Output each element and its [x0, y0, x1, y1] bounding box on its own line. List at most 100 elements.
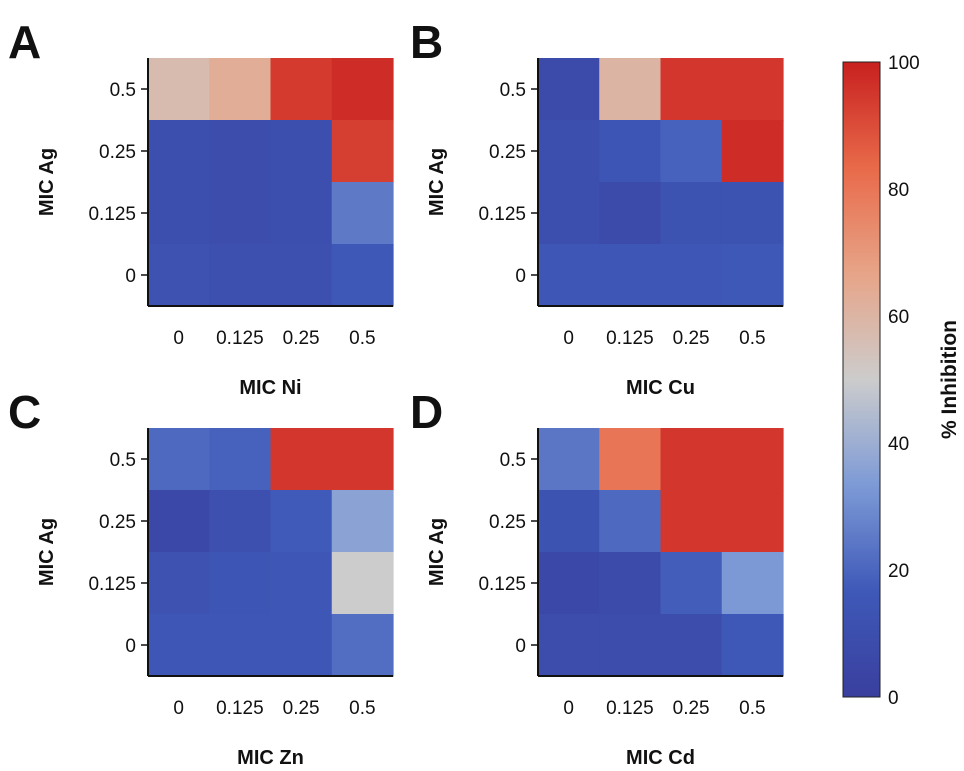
x-tick-label: 0.5: [349, 698, 375, 719]
x-axis-title: MIC Zn: [237, 747, 304, 769]
heatmap-cell: [721, 428, 784, 491]
heatmap-cell: [599, 490, 662, 553]
heatmap-cell: [209, 614, 272, 677]
heatmap-cell: [660, 552, 723, 615]
heatmap-cell: [599, 120, 662, 183]
heatmap-cell: [209, 58, 272, 121]
heatmap-cell: [270, 244, 333, 307]
x-tick-label: 0.125: [216, 698, 264, 719]
heatmap-cell: [331, 428, 394, 491]
heatmap-cell: [721, 614, 784, 677]
y-tick-label: 0: [515, 636, 526, 657]
y-tick-label: 0.25: [99, 142, 136, 163]
colorbar: 0 20 40 60 80 100 % Inhibition: [842, 53, 961, 709]
heatmap-cell: [538, 490, 600, 553]
y-tick-label: 0.25: [489, 142, 526, 163]
heatmap-cell: [209, 552, 272, 615]
y-tick-label: 0.125: [88, 574, 136, 595]
heatmap-panel-a: A 0.5 0.25 0.125 0 0 0.125 0.25 0.5 MIC Ni MIC Ag: [8, 16, 394, 399]
y-tick-label: 0.25: [99, 512, 136, 533]
y-tick-label: 0: [515, 266, 526, 287]
y-tick-label: 0.125: [88, 204, 136, 225]
heatmap-cell: [721, 490, 784, 553]
y-tick-label: 0.5: [110, 450, 136, 471]
x-tick-label: 0.5: [739, 698, 765, 719]
heatmap-cell: [148, 58, 210, 121]
heatmap-cell: [538, 58, 600, 121]
x-axis-title: MIC Cd: [626, 747, 695, 769]
heatmap-cell: [599, 182, 662, 245]
heatmap-cell: [721, 58, 784, 121]
heatmap-cell: [209, 490, 272, 553]
heatmap-cell: [660, 120, 723, 183]
colorbar-tick-label: 40: [888, 434, 909, 455]
x-tick-label: 0.25: [283, 328, 320, 349]
y-axis-title: MIC Ag: [426, 518, 448, 586]
x-tick-label: 0.125: [606, 698, 654, 719]
heatmap-cell: [331, 120, 394, 183]
y-tick-label: 0.5: [500, 450, 526, 471]
heatmap-cell: [331, 490, 394, 553]
heatmap-cell: [538, 428, 600, 491]
x-tick-label: 0: [563, 698, 574, 719]
heatmap-cell: [331, 182, 394, 245]
heatmap-cell: [721, 552, 784, 615]
x-tick-label: 0.25: [673, 328, 710, 349]
colorbar-tick-label: 20: [888, 561, 909, 582]
heatmap-cell: [538, 614, 600, 677]
heatmap-cell: [331, 58, 394, 121]
heatmap-cell: [148, 490, 210, 553]
heatmap-cell: [660, 182, 723, 245]
y-tick-label: 0.5: [110, 80, 136, 101]
heatmap-cell: [538, 552, 600, 615]
colorbar-gradient: [842, 61, 881, 698]
colorbar-title: % Inhibition: [938, 320, 961, 439]
x-tick-label: 0.25: [283, 698, 320, 719]
heatmap-cell: [721, 120, 784, 183]
heatmap-cell: [599, 244, 662, 307]
y-tick-label: 0: [125, 636, 136, 657]
heatmap-cell: [599, 614, 662, 677]
heatmap-cell: [270, 58, 333, 121]
x-axis-title: MIC Ni: [239, 377, 301, 399]
x-tick-label: 0.125: [216, 328, 264, 349]
heatmap-cell: [270, 120, 333, 183]
x-tick-label: 0: [173, 328, 184, 349]
heatmap-cell: [148, 120, 210, 183]
x-tick-label: 0: [563, 328, 574, 349]
y-tick-label: 0.25: [489, 512, 526, 533]
heatmap-cell: [148, 244, 210, 307]
heatmap-cell: [270, 182, 333, 245]
heatmap-cell: [331, 244, 394, 307]
x-tick-label: 0: [173, 698, 184, 719]
x-tick-label: 0.125: [606, 328, 654, 349]
heatmap-cell: [270, 490, 333, 553]
heatmap-cell: [148, 552, 210, 615]
heatmap-cell: [660, 428, 723, 491]
heatmap-cell: [721, 182, 784, 245]
heatmap-cell: [660, 58, 723, 121]
y-axis-title: MIC Ag: [36, 148, 58, 216]
heatmap-cell: [599, 552, 662, 615]
heatmap-cell: [331, 552, 394, 615]
y-axis-title: MIC Ag: [426, 148, 448, 216]
colorbar-tick-label: 60: [888, 307, 909, 328]
x-tick-label: 0.5: [739, 328, 765, 349]
panel-letter: A: [8, 16, 41, 68]
heatmap-cell: [331, 614, 394, 677]
heatmap-cell: [209, 182, 272, 245]
panel-letter: D: [410, 386, 443, 438]
panel-letter: B: [410, 16, 443, 68]
colorbar-tick-label: 0: [888, 688, 899, 709]
heatmap-cell: [270, 552, 333, 615]
heatmap-cell: [660, 614, 723, 677]
y-tick-label: 0.5: [500, 80, 526, 101]
heatmap-cell: [660, 490, 723, 553]
x-tick-label: 0.25: [673, 698, 710, 719]
heatmap-cell: [209, 428, 272, 491]
heatmap-cell: [599, 58, 662, 121]
heatmap-cell: [209, 244, 272, 307]
colorbar-tick-label: 100: [888, 53, 920, 74]
heatmap-cell: [538, 120, 600, 183]
